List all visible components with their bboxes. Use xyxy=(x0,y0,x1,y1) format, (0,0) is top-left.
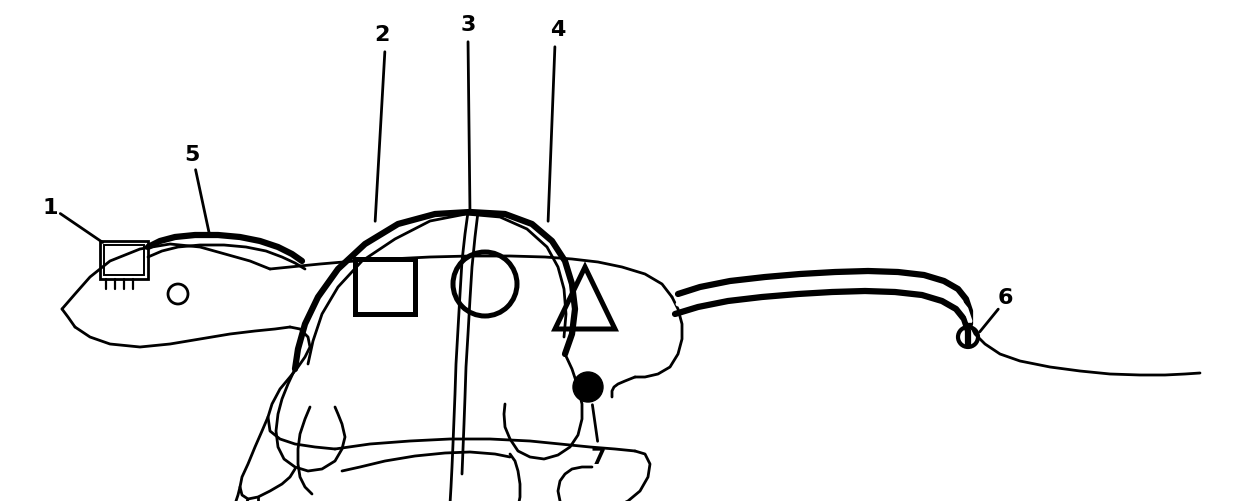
Text: 3: 3 xyxy=(461,15,476,35)
Polygon shape xyxy=(555,268,615,329)
Circle shape xyxy=(572,372,603,402)
Text: 1: 1 xyxy=(42,197,58,217)
Text: 4: 4 xyxy=(550,20,566,40)
Text: 2: 2 xyxy=(374,25,390,45)
Text: 5: 5 xyxy=(185,145,199,165)
Text: 6: 6 xyxy=(997,288,1012,308)
Bar xyxy=(356,260,415,314)
Text: 7: 7 xyxy=(590,447,606,467)
Bar xyxy=(100,241,147,280)
Bar xyxy=(104,245,144,276)
